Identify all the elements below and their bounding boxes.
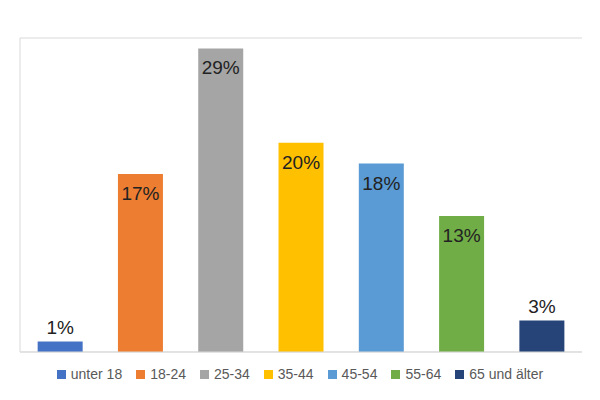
html-text:unter 18: unter 18 xyxy=(70,366,123,382)
svg-text:3%: 3% xyxy=(528,296,556,317)
html-text:18-24: 18-24 xyxy=(150,366,186,382)
html-text:25-34: 25-34 xyxy=(214,366,250,382)
html-text:45-54: 45-54 xyxy=(341,366,378,382)
svg-text:18%: 18% xyxy=(362,173,400,194)
svg-text:1%: 1% xyxy=(46,317,74,338)
html-text:65 und älter: 65 und älter xyxy=(469,366,544,382)
svg-text:13%: 13% xyxy=(443,225,481,246)
html-text:55-64: 55-64 xyxy=(405,366,442,382)
svg-text:29%: 29% xyxy=(202,57,240,78)
svg-text:20%: 20% xyxy=(282,152,320,173)
svg-text:17%: 17% xyxy=(121,183,159,204)
html-text:35-44: 35-44 xyxy=(277,366,314,382)
